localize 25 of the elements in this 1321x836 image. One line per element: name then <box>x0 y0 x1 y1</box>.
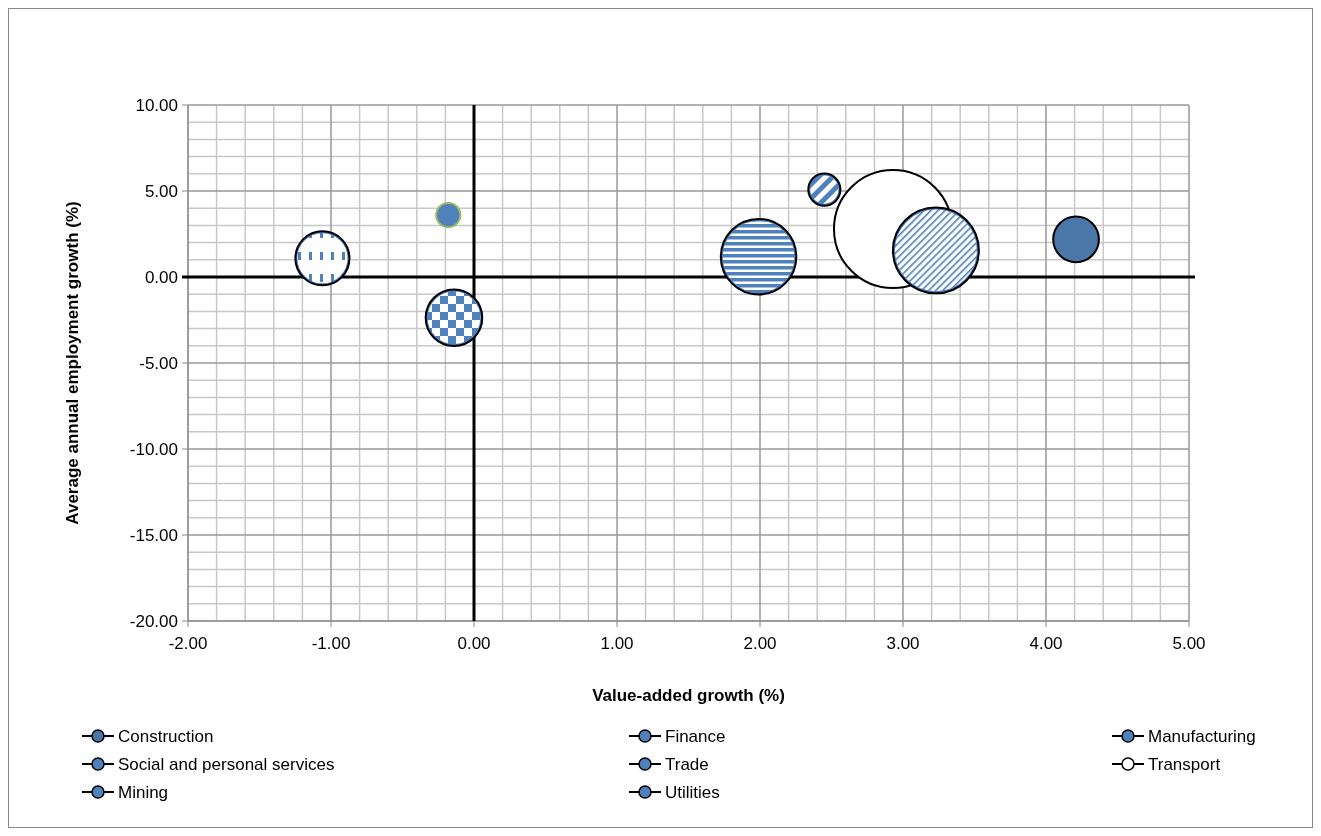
x-tick-label: -2.00 <box>168 634 208 653</box>
legend-label: Mining <box>118 782 169 802</box>
y-tick-label: -10.00 <box>129 439 178 459</box>
y-tick-label: -20.00 <box>129 611 178 631</box>
y-tick-label: 10.00 <box>135 95 178 115</box>
x-tick-label: -1.00 <box>311 634 351 653</box>
x-tick-label: 1.00 <box>600 634 634 653</box>
y-tick-label: -15.00 <box>129 525 178 545</box>
legend-label: Transport <box>1148 754 1221 774</box>
x-tick-label: 0.00 <box>457 634 491 653</box>
legend-label: Construction <box>118 726 214 746</box>
y-axis-title: Average annual employment growth (%) <box>63 201 82 525</box>
y-tick-label: -5.00 <box>139 353 178 373</box>
y-tick-label: 5.00 <box>144 181 178 201</box>
x-tick-label: 4.00 <box>1029 634 1063 653</box>
x-tick-label: 2.00 <box>743 634 777 653</box>
x-tick-label: 3.00 <box>886 634 920 653</box>
legend-label: Social and personal services <box>118 754 335 774</box>
legend-label: Finance <box>665 726 726 746</box>
legend-label: Trade <box>665 754 709 774</box>
legend-label: Utilities <box>665 782 720 802</box>
x-axis-title: Value-added growth (%) <box>592 686 785 705</box>
x-tick-label: 5.00 <box>1172 634 1206 653</box>
legend-label: Manufacturing <box>1148 726 1256 746</box>
y-tick-label: 0.00 <box>144 267 178 287</box>
